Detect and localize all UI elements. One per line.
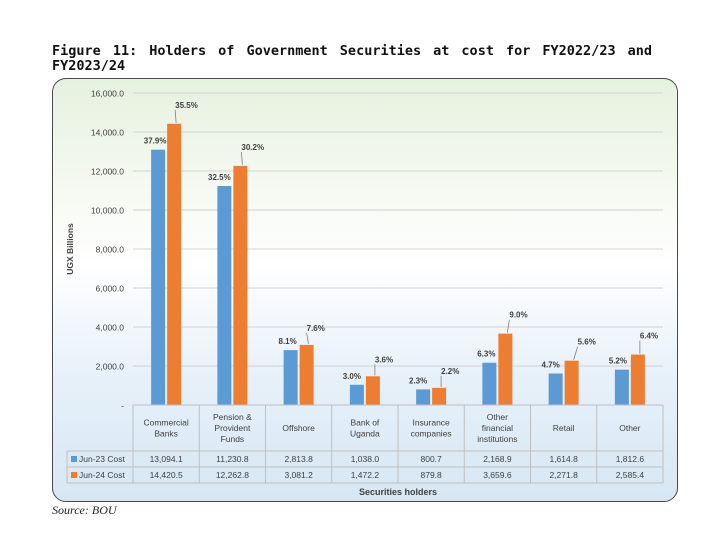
bar-jun23	[548, 373, 563, 405]
chart-frame: - 2,000.0 4,000.0 6,000.0 8,000.0 10,000.0 12,…	[52, 78, 678, 502]
y-tick-label: 14,000.0	[91, 128, 124, 138]
share-label: 3.6%	[375, 355, 393, 364]
table-value: 11,230.8	[216, 454, 249, 464]
table-value: 3,081.2	[284, 470, 313, 480]
share-leader-line	[506, 319, 510, 333]
table-value: 879.8	[420, 470, 442, 480]
category-label: Other	[619, 423, 640, 433]
bar-jun24	[299, 344, 314, 405]
share-label: 6.3%	[477, 350, 495, 359]
share-leader-line	[240, 151, 243, 165]
category-label: Bank of	[350, 418, 379, 428]
bar-jun24	[498, 333, 513, 405]
table-value: 1,472.2	[351, 470, 380, 480]
category-label: institutions	[477, 434, 517, 444]
category-label: Insurance	[412, 418, 450, 428]
table-value: 2,585.4	[616, 470, 645, 480]
bar-jun24	[167, 123, 182, 406]
x-axis-title: Securities holders	[359, 487, 437, 497]
category-label: Offshore	[282, 423, 315, 433]
legend-label: Jun-24 Cost	[79, 470, 125, 480]
share-label: 6.4%	[640, 332, 658, 341]
bar-chart: - 2,000.0 4,000.0 6,000.0 8,000.0 10,000.0 12,…	[65, 89, 664, 497]
bar-jun24	[432, 387, 447, 405]
share-leader-line	[174, 109, 177, 123]
table-value: 1,038.0	[351, 454, 380, 464]
bar-jun24	[630, 354, 645, 405]
share-label: 30.2%	[241, 143, 264, 152]
share-label: 4.7%	[542, 361, 560, 370]
bar-jun23	[283, 350, 298, 405]
table-value: 2,168.9	[483, 454, 512, 464]
legend-key-jun23	[71, 456, 77, 462]
share-leader-line	[306, 332, 310, 344]
share-label: 35.5%	[175, 101, 198, 110]
legend-key-jun24	[71, 472, 77, 478]
share-label: 8.1%	[279, 337, 297, 346]
table-value: 3,659.6	[483, 470, 512, 480]
share-leader-line	[573, 346, 579, 360]
y-tick-label: 4,000.0	[96, 323, 125, 333]
bar-jun24	[365, 376, 380, 405]
category-label: Banks	[154, 429, 178, 439]
legend-label: Jun-23 Cost	[79, 454, 125, 464]
table-value: 2,813.8	[284, 454, 313, 464]
table-value: 12,262.8	[216, 470, 249, 480]
category-label: Commercial	[143, 418, 188, 428]
share-label: 5.2%	[609, 357, 627, 366]
y-tick-label: 16,000.0	[91, 89, 124, 99]
table-value: 14,420.5	[150, 470, 183, 480]
share-label: 5.6%	[578, 338, 596, 347]
table-value: 2,271.8	[549, 470, 578, 480]
category-label: Retail	[553, 423, 575, 433]
figure-title: Figure 11: Holders of Government Securit…	[52, 43, 652, 74]
share-label: 9.0%	[509, 311, 527, 320]
category-label: Pension &	[213, 412, 252, 422]
share-label: 37.9%	[144, 137, 167, 146]
bar-jun24	[233, 165, 248, 405]
bar-jun23	[349, 384, 364, 405]
bar-jun23	[614, 369, 629, 405]
category-label: Other	[487, 412, 508, 422]
table-value: 1,614.8	[549, 454, 578, 464]
table-value: 800.7	[420, 454, 442, 464]
y-tick-label: 10,000.0	[91, 206, 124, 216]
category-label: Uganda	[350, 429, 380, 439]
share-label: 32.5%	[208, 173, 231, 182]
y-tick-label: -	[121, 401, 124, 411]
share-label: 2.2%	[441, 367, 459, 376]
share-label: 3.0%	[343, 372, 361, 381]
bar-jun24	[564, 360, 579, 405]
y-tick-label: 6,000.0	[96, 284, 125, 294]
share-label: 7.6%	[307, 324, 325, 333]
y-axis-title: UGX Billions	[65, 223, 75, 275]
y-tick-label: 8,000.0	[96, 245, 125, 255]
category-label: Funds	[221, 434, 245, 444]
bar-jun23	[217, 185, 232, 405]
category-label: financial	[482, 423, 513, 433]
bar-jun23	[482, 362, 497, 405]
category-label: companies	[411, 429, 452, 439]
table-value: 1,812.6	[616, 454, 645, 464]
table-value: 13,094.1	[150, 454, 183, 464]
source-note: Source: BOU	[52, 503, 117, 517]
bar-jun23	[151, 149, 166, 405]
share-label: 2.3%	[409, 376, 427, 385]
bar-jun23	[416, 389, 431, 405]
category-label: Provident	[214, 423, 251, 433]
y-tick-label: 12,000.0	[91, 167, 124, 177]
y-tick-label: 2,000.0	[96, 362, 125, 372]
